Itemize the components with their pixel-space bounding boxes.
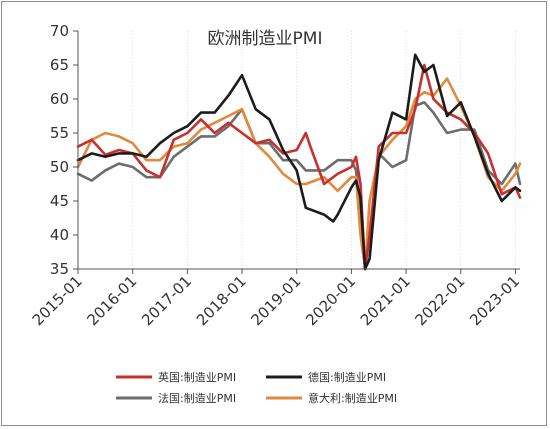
series-line: [76, 53, 522, 271]
y-tick-label: 70: [50, 22, 69, 40]
legend-label: 意大利:制造业PMI: [308, 391, 397, 405]
x-tick-label: 2015-01: [29, 272, 86, 329]
chart-title: 欧洲制造业PMI: [208, 29, 323, 49]
y-tick-label: 60: [50, 90, 69, 108]
x-tick-label: 2021-01: [357, 272, 414, 329]
legend-label: 英国:制造业PMI: [158, 370, 236, 384]
legend-label: 德国:制造业PMI: [308, 370, 386, 384]
x-tick-label: 2019-01: [247, 272, 304, 329]
y-tick-label: 55: [50, 124, 69, 142]
x-tick-label: 2023-01: [466, 272, 523, 329]
series-line: [76, 63, 522, 271]
x-tick-label: 2018-01: [193, 272, 250, 329]
y-tick-label: 50: [50, 158, 69, 176]
x-tick-label: 2017-01: [138, 272, 195, 329]
x-tick-label: 2016-01: [83, 272, 140, 329]
y-tick-label: 65: [50, 56, 69, 74]
y-tick-label: 40: [50, 226, 69, 244]
legend: 英国:制造业PMI 德国:制造业PMI 法国:制造业PMI 意大利:制造业PMI: [116, 370, 397, 405]
series-line: [76, 101, 522, 271]
x-tick-label: 2022-01: [412, 272, 469, 329]
series-lines: [76, 53, 522, 271]
y-tick-label: 35: [50, 260, 69, 278]
series-line: [76, 77, 522, 271]
legend-label: 法国:制造业PMI: [158, 391, 236, 405]
x-tick-label: 2020-01: [302, 272, 359, 329]
y-tick-label: 45: [50, 192, 69, 210]
axes: 35404550556065702015-012016-012017-01201…: [29, 22, 523, 329]
